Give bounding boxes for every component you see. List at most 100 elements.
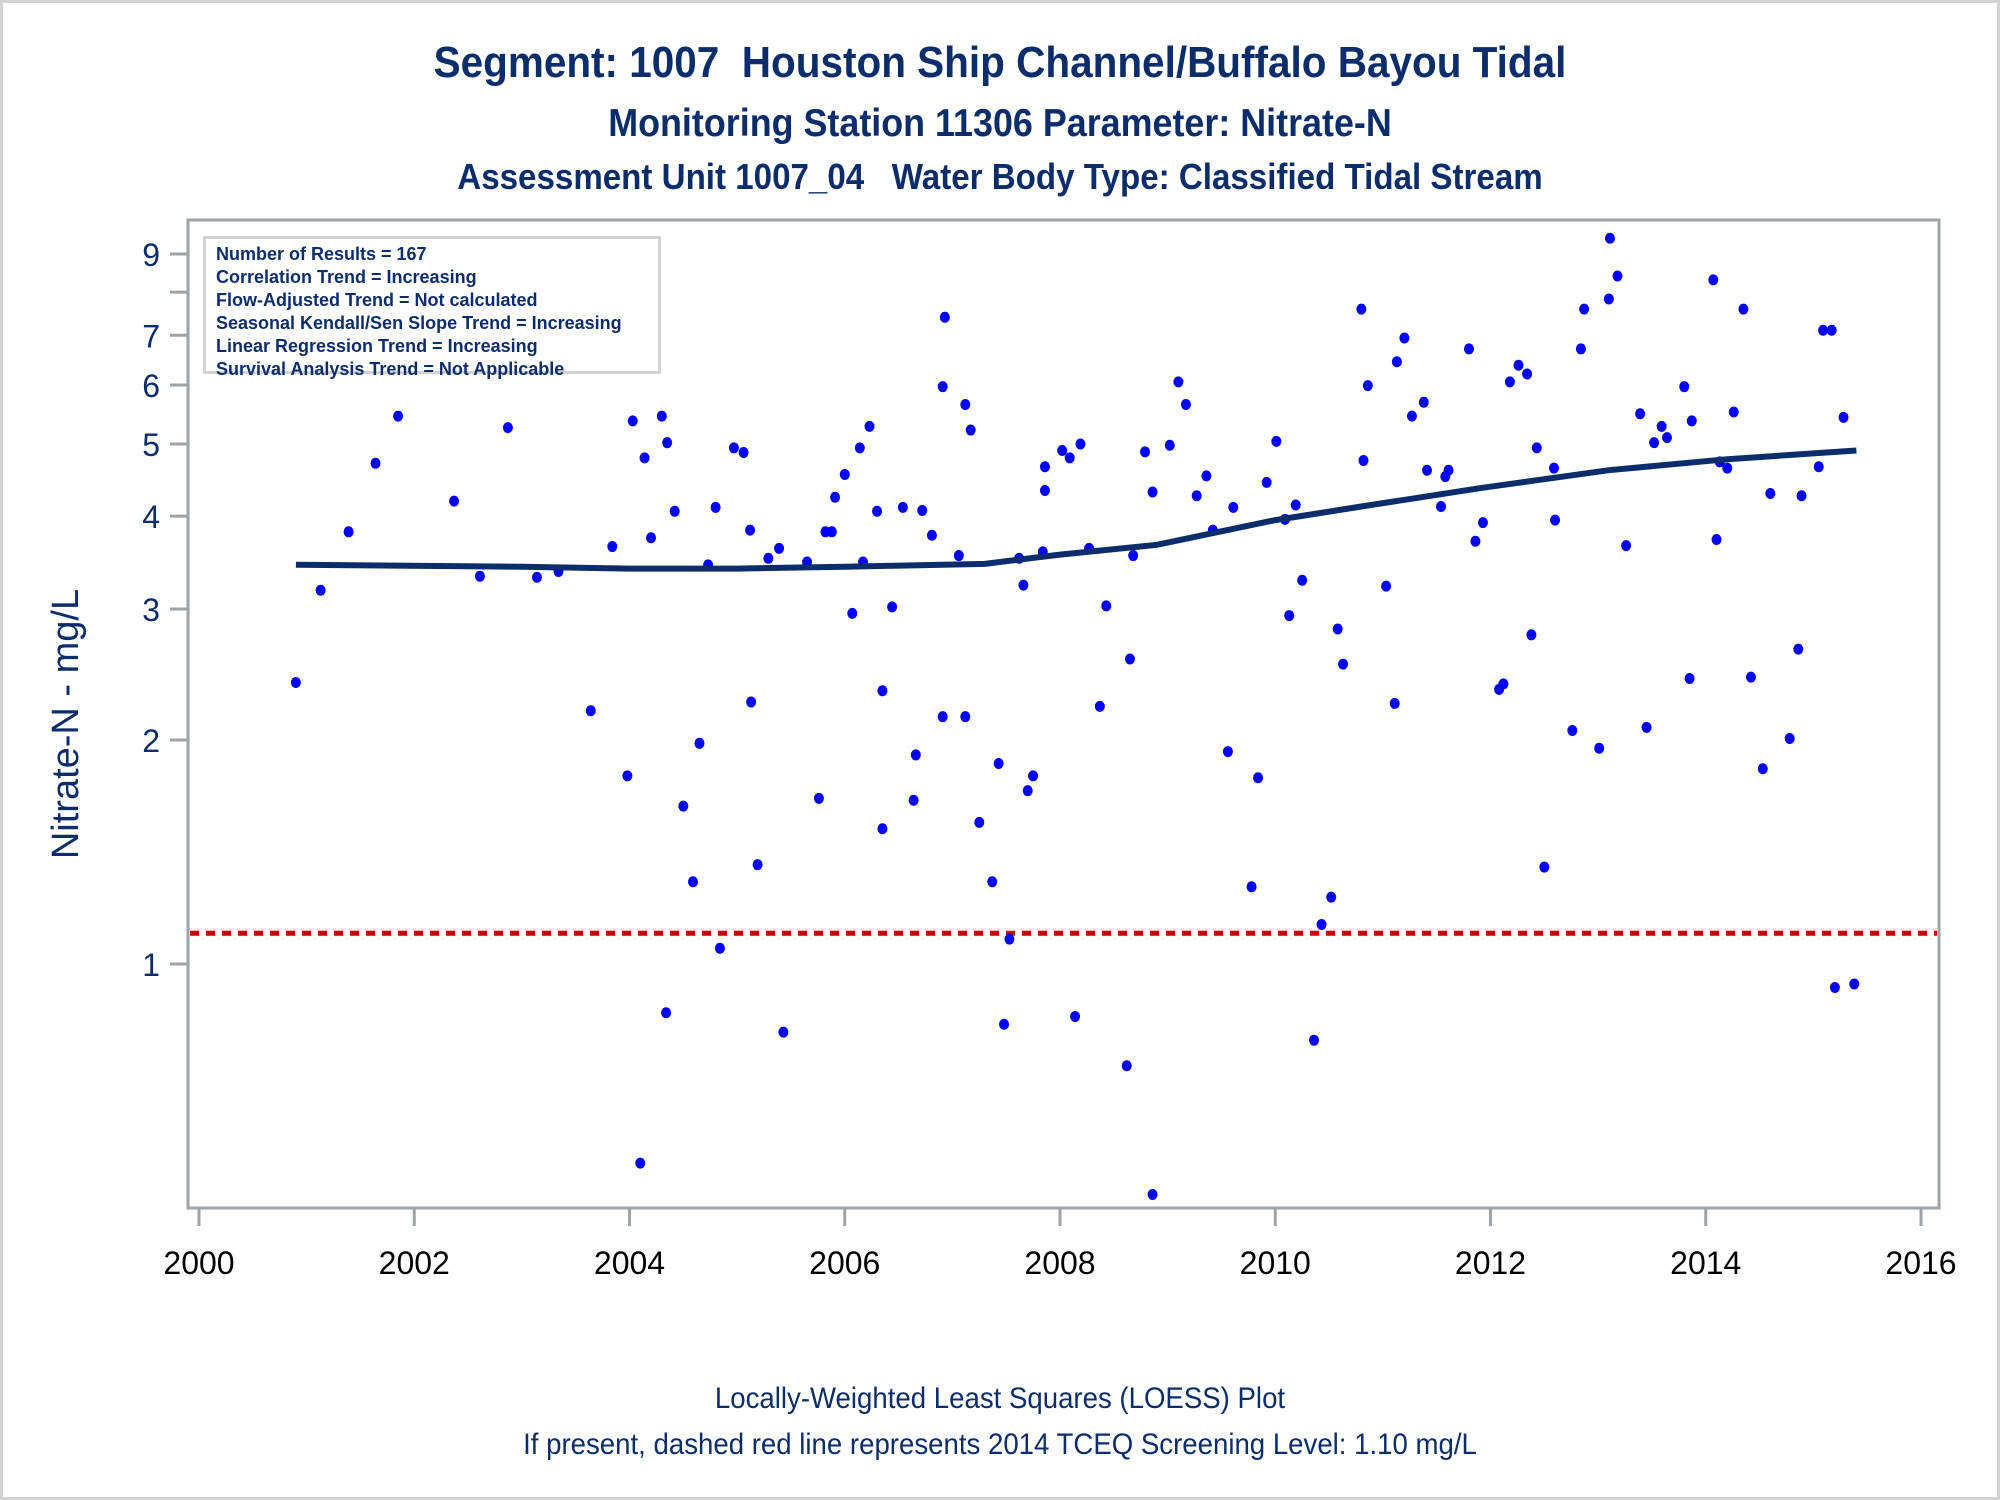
data-point	[1443, 464, 1454, 476]
data-point	[1684, 672, 1695, 684]
data-point	[1094, 700, 1105, 712]
data-point	[908, 794, 919, 806]
x-tick-label: 2002	[379, 1245, 450, 1281]
data-point	[607, 541, 618, 553]
data-point	[687, 876, 698, 888]
y-tick-label: 1	[142, 947, 160, 983]
x-tick-label: 2006	[809, 1245, 880, 1281]
data-point	[1140, 446, 1151, 458]
data-point	[1381, 580, 1392, 592]
data-point	[1526, 629, 1537, 641]
footer-screening-note: If present, dashed red line represents 2…	[523, 1428, 1477, 1461]
data-point	[1838, 411, 1849, 423]
data-point	[1173, 376, 1184, 388]
data-point	[1422, 464, 1433, 476]
data-point	[926, 529, 937, 541]
data-point	[1064, 452, 1075, 464]
data-point	[1738, 303, 1749, 315]
data-point	[897, 501, 908, 513]
data-point	[1818, 324, 1829, 336]
data-point	[1757, 763, 1768, 775]
data-point	[1531, 442, 1542, 454]
data-point	[1722, 462, 1733, 474]
data-point	[1039, 461, 1050, 473]
data-point	[1708, 274, 1719, 286]
data-point	[656, 410, 667, 422]
stat-seasonal-kendall-trend: Seasonal Kendall/Sen Slope Trend = Incre…	[216, 313, 622, 333]
data-point	[635, 1157, 646, 1169]
data-point	[474, 570, 485, 582]
data-point	[710, 501, 721, 513]
data-point	[1793, 643, 1804, 655]
x-tick-label: 2014	[1670, 1245, 1741, 1281]
y-tick-label: 2	[142, 723, 160, 759]
data-point	[661, 1007, 672, 1019]
data-point	[839, 468, 850, 480]
data-point	[1539, 861, 1550, 873]
data-point	[1253, 772, 1264, 784]
data-point	[778, 1026, 789, 1038]
x-tick-label: 2012	[1455, 1245, 1526, 1281]
data-point	[1297, 574, 1308, 586]
data-point	[999, 1018, 1010, 1030]
data-point	[830, 491, 841, 503]
data-point	[1579, 303, 1590, 315]
data-point	[1728, 406, 1739, 418]
data-point	[1796, 490, 1807, 502]
y-tick-label: 7	[142, 318, 160, 354]
data-point	[393, 410, 404, 422]
data-point	[1101, 600, 1112, 612]
data-point	[1406, 410, 1417, 422]
data-point	[1550, 514, 1561, 526]
data-point	[910, 749, 921, 761]
data-point	[1635, 408, 1646, 420]
data-point	[1765, 487, 1776, 499]
data-point	[622, 770, 633, 782]
data-point	[939, 311, 950, 323]
data-point	[1477, 517, 1488, 529]
plot-area-border	[186, 218, 1941, 1210]
data-point	[1829, 981, 1840, 993]
stat-number-of-results: Number of Results = 167	[216, 244, 427, 264]
data-point	[728, 442, 739, 454]
data-point	[1641, 721, 1652, 733]
data-point	[1022, 785, 1033, 797]
data-point	[1164, 439, 1175, 451]
chart-title: Segment: 1007 Houston Ship Channel/Buffa…	[433, 38, 1567, 87]
data-point	[1228, 501, 1239, 513]
data-point	[738, 446, 749, 458]
data-point	[646, 532, 657, 544]
data-point	[1849, 978, 1860, 990]
data-point	[678, 800, 689, 812]
data-point	[965, 424, 976, 436]
data-point	[877, 685, 888, 697]
stat-linear-regression-trend: Linear Regression Trend = Increasing	[216, 336, 538, 356]
stat-survival-analysis-trend: Survival Analysis Trend = Not Applicable	[216, 359, 565, 379]
data-point	[1522, 368, 1533, 380]
data-point	[1362, 380, 1373, 392]
data-point	[864, 420, 875, 432]
data-point	[1656, 420, 1667, 432]
data-point	[937, 381, 948, 393]
data-point	[1826, 324, 1837, 336]
data-point	[1057, 445, 1068, 457]
data-point	[315, 584, 326, 596]
data-point	[1649, 437, 1660, 449]
data-point	[877, 823, 888, 835]
x-tick-label: 2010	[1240, 1245, 1311, 1281]
data-point	[746, 696, 757, 708]
data-point	[1356, 303, 1367, 315]
data-point	[1470, 535, 1481, 547]
data-point	[370, 457, 381, 469]
data-point	[1813, 461, 1824, 473]
data-point	[774, 542, 785, 554]
y-tick-label: 6	[142, 368, 160, 404]
data-point	[763, 552, 774, 564]
data-point	[1567, 725, 1578, 737]
data-point	[1128, 550, 1139, 562]
data-point	[1711, 534, 1722, 546]
trend-stats-box: Number of Results = 167 Correlation Tren…	[203, 236, 661, 379]
data-point	[1548, 462, 1559, 474]
data-point	[752, 859, 763, 871]
